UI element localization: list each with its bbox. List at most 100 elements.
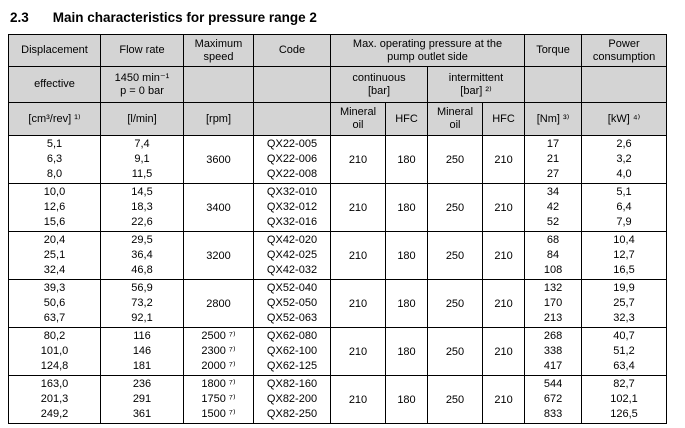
torque-cell: 170 [524,296,583,311]
code-cell: QX42-025 [253,248,331,263]
displacement-cell: 39,3 [8,279,101,296]
subheader-flow-condition: 1450 min⁻¹ p = 0 bar [100,66,184,103]
unit-int-mineral-oil: Mineral oil [427,102,483,136]
displacement-cell: 80,2 [8,327,101,344]
table-row: 6,3 9,1 QX22-006 21 3,2 [8,152,668,167]
flow-cell: 11,5 [100,167,184,184]
group-qx62: 80,2 116 2500 ⁷⁾ QX62-080 210 180 250 21… [8,327,668,376]
group-qx52: 39,3 56,9 2800 QX52-040 210 180 250 210 … [8,279,668,328]
pressure-int-hfc-cell: 210 [481,327,526,376]
flow-cell: 46,8 [100,263,184,280]
col-flow-rate: Flow rate [100,34,184,67]
displacement-cell: 15,6 [8,215,101,232]
power-cell: 51,2 [581,344,668,359]
power-cell: 4,0 [581,167,668,184]
code-cell: QX32-010 [253,183,331,200]
flow-cell: 92,1 [100,311,184,328]
displacement-cell: 163,0 [8,375,101,392]
displacement-cell: 12,6 [8,200,101,215]
power-cell: 6,4 [581,200,668,215]
table-row: 10,0 14,5 3400 QX32-010 210 180 250 210 … [8,183,668,232]
displacement-cell: 5,1 [8,135,101,152]
table-row: 32,4 46,8 QX42-032 108 16,5 [8,263,668,280]
speed-cell: 2300 ⁷⁾ [183,344,254,359]
power-cell: 16,5 [581,263,668,280]
pressure-cont-hfc-cell: 180 [385,375,428,424]
torque-cell: 42 [524,200,583,215]
pressure-cont-mineral-cell: 210 [330,183,386,232]
pressure-int-mineral-cell: 250 [427,231,483,280]
displacement-cell: 25,1 [8,248,101,263]
pressure-cont-mineral-cell: 210 [330,327,386,376]
table-row: 39,3 56,9 2800 QX52-040 210 180 250 210 … [8,279,668,328]
flow-cell: 36,4 [100,248,184,263]
torque-cell: 84 [524,248,583,263]
subheader-continuous: continuous [bar] [330,66,428,103]
displacement-cell: 63,7 [8,311,101,328]
power-cell: 2,6 [581,135,668,152]
power-cell: 25,7 [581,296,668,311]
pressure-cont-mineral-cell: 210 [330,375,386,424]
torque-cell: 27 [524,167,583,184]
speed-cell: 3600 [183,135,254,184]
power-cell: 3,2 [581,152,668,167]
flow-cell: 29,5 [100,231,184,248]
pressure-int-hfc-cell: 210 [481,231,526,280]
code-cell: QX22-005 [253,135,331,152]
header-row-1: Displacement Flow rate Maximum speed Cod… [8,34,668,67]
section-title-text: Main characteristics for pressure range … [52,10,317,25]
table-header: Displacement Flow rate Maximum speed Cod… [8,34,668,136]
code-cell: QX62-125 [253,359,331,376]
group-qx82: 163,0 236 1800 ⁷⁾ QX82-160 210 180 250 2… [8,375,668,424]
torque-cell: 34 [524,183,583,200]
unit-power: [kW] ⁴⁾ [581,102,668,136]
torque-cell: 338 [524,344,583,359]
table-row: 15,6 22,6 QX32-016 52 7,9 [8,215,668,232]
pressure-int-mineral-cell: 250 [427,135,483,184]
col-max-speed: Maximum speed [183,34,254,67]
power-cell: 63,4 [581,359,668,376]
code-cell: QX62-100 [253,344,331,359]
torque-cell: 672 [524,392,583,407]
speed-cell: 1500 ⁷⁾ [183,407,254,424]
flow-cell: 116 [100,327,184,344]
group-qx32: 10,0 14,5 3400 QX32-010 210 180 250 210 … [8,183,668,232]
displacement-cell: 50,6 [8,296,101,311]
speed-cell: 3200 [183,231,254,280]
code-cell: QX82-250 [253,407,331,424]
code-cell: QX52-050 [253,296,331,311]
displacement-cell: 101,0 [8,344,101,359]
torque-cell: 833 [524,407,583,424]
power-cell: 7,9 [581,215,668,232]
table-row: 163,0 236 1800 ⁷⁾ QX82-160 210 180 250 2… [8,375,668,424]
speed-cell: 1800 ⁷⁾ [183,375,254,392]
power-cell: 32,3 [581,311,668,328]
power-cell: 102,1 [581,392,668,407]
code-cell: QX22-008 [253,167,331,184]
table-row: 8,0 11,5 QX22-008 27 4,0 [8,167,668,184]
pressure-int-mineral-cell: 250 [427,279,483,328]
displacement-cell: 20,4 [8,231,101,248]
pressure-int-mineral-cell: 250 [427,327,483,376]
power-cell: 5,1 [581,183,668,200]
displacement-cell: 10,0 [8,183,101,200]
unit-cont-mineral-oil: Mineral oil [330,102,386,136]
power-cell: 10,4 [581,231,668,248]
code-cell: QX22-006 [253,152,331,167]
unit-speed: [rpm] [183,102,254,136]
unit-cont-hfc: HFC [385,102,428,136]
flow-cell: 7,4 [100,135,184,152]
col-displacement: Displacement [8,34,101,67]
pressure-cont-hfc-cell: 180 [385,231,428,280]
flow-cell: 56,9 [100,279,184,296]
torque-cell: 132 [524,279,583,296]
code-cell: QX52-040 [253,279,331,296]
col-pressure-group: Max. operating pressure at the pump outl… [329,34,526,67]
unit-flow: [l/min] [100,102,184,136]
pressure-cont-hfc-cell: 180 [385,135,428,184]
torque-cell: 417 [524,359,583,376]
displacement-cell: 32,4 [8,263,101,280]
header-row-2: effective 1450 min⁻¹ p = 0 bar continuou… [8,66,668,103]
torque-cell: 268 [524,327,583,344]
pressure-int-hfc-cell: 210 [481,279,526,328]
